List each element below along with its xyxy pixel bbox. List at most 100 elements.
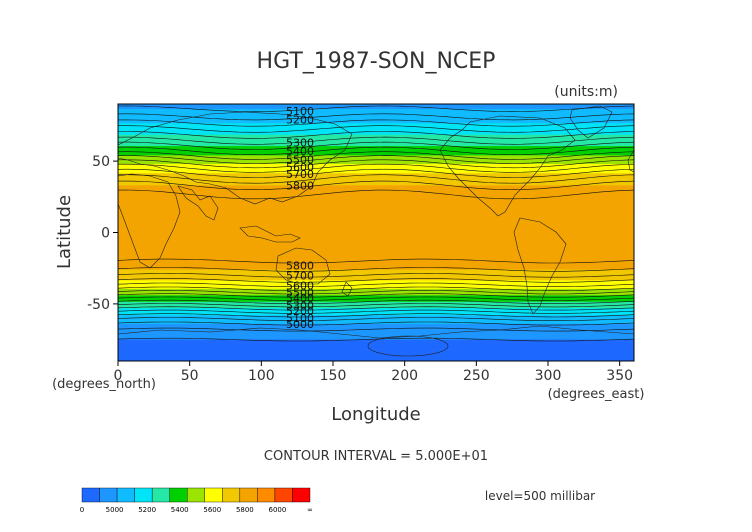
height-band	[118, 233, 634, 235]
height-band	[118, 238, 634, 241]
height-band	[118, 133, 634, 135]
height-band	[118, 233, 634, 236]
contour-value-label: 5500	[286, 286, 314, 299]
height-band	[118, 220, 634, 222]
height-band	[118, 111, 634, 113]
height-band	[118, 341, 634, 343]
contour-line	[118, 267, 634, 272]
height-band	[118, 195, 634, 197]
height-band	[118, 231, 634, 233]
colorbar-swatch	[292, 487, 311, 503]
height-band	[118, 210, 634, 212]
height-band	[118, 123, 634, 126]
height-band	[118, 301, 634, 303]
contour-value-label: 5200	[286, 114, 314, 127]
height-band	[118, 346, 634, 348]
height-band	[118, 215, 634, 217]
height-band	[118, 275, 634, 277]
contour-line	[118, 317, 634, 322]
coastline-india	[177, 185, 219, 221]
contour-line	[118, 180, 634, 191]
height-band	[118, 196, 634, 198]
height-band	[118, 188, 634, 190]
height-band	[118, 161, 634, 163]
coastline-outlines	[118, 105, 634, 357]
height-band	[118, 284, 634, 286]
height-band	[118, 207, 634, 209]
height-band	[118, 214, 634, 216]
height-band	[118, 336, 634, 338]
contour-line	[118, 309, 634, 314]
height-band	[118, 160, 634, 162]
x-axis-ticks: 0 50 100 150 200 250 300 350	[114, 361, 633, 384]
height-band	[118, 206, 634, 208]
height-band	[118, 286, 634, 288]
height-band	[118, 216, 634, 218]
height-band	[118, 154, 634, 156]
height-band	[118, 120, 634, 122]
height-band	[118, 137, 634, 139]
height-band	[118, 108, 634, 111]
height-band	[118, 184, 634, 186]
height-band	[118, 143, 634, 145]
height-band	[118, 196, 634, 198]
contour-line	[118, 136, 634, 145]
height-band	[118, 304, 634, 306]
height-band	[118, 124, 634, 126]
height-band	[118, 193, 634, 196]
height-band	[118, 356, 634, 358]
contour-value-label: 5000	[286, 318, 314, 331]
x-tick-label: 250	[463, 368, 490, 384]
height-band	[118, 254, 634, 256]
height-band	[118, 126, 634, 128]
height-band	[118, 298, 634, 301]
height-band	[118, 257, 634, 259]
height-band	[118, 213, 634, 216]
height-band	[118, 357, 634, 359]
y-tick-label: 50	[92, 154, 110, 170]
height-band	[118, 181, 634, 183]
contour-value-label: 5800	[286, 179, 314, 192]
contour-line	[118, 163, 634, 173]
height-band	[118, 261, 634, 263]
height-band	[118, 167, 634, 169]
height-band	[118, 300, 634, 302]
height-band	[118, 328, 634, 330]
height-band	[118, 282, 634, 284]
height-band	[118, 183, 634, 185]
height-band	[118, 324, 634, 326]
height-band	[118, 136, 634, 138]
height-band	[118, 345, 634, 347]
height-band	[118, 213, 634, 215]
height-band	[118, 262, 634, 264]
height-band	[118, 156, 634, 158]
height-band	[118, 265, 634, 267]
height-band	[118, 326, 634, 328]
height-band	[118, 251, 634, 253]
height-band	[118, 256, 634, 258]
height-band	[118, 171, 634, 173]
height-band	[118, 146, 634, 148]
height-band	[118, 176, 634, 178]
contour-line	[118, 151, 634, 160]
height-band	[118, 256, 634, 258]
height-band	[118, 113, 634, 116]
colorbar	[81, 487, 311, 503]
contour-value-label: 5600	[286, 161, 314, 174]
contour-line	[118, 290, 634, 295]
height-band	[118, 316, 634, 318]
height-band	[118, 226, 634, 228]
height-band	[118, 333, 634, 335]
colorbar-swatch	[204, 487, 223, 503]
height-band	[118, 222, 634, 224]
height-band	[118, 239, 634, 241]
height-band	[118, 225, 634, 227]
colorbar-label: 5400	[171, 506, 189, 514]
height-band	[118, 156, 634, 158]
height-band	[118, 271, 634, 273]
x-tick-label: 350	[606, 368, 633, 384]
height-band	[118, 315, 634, 317]
height-band	[118, 110, 634, 112]
contour-value-label: 5400	[286, 145, 314, 158]
height-band	[118, 321, 634, 323]
